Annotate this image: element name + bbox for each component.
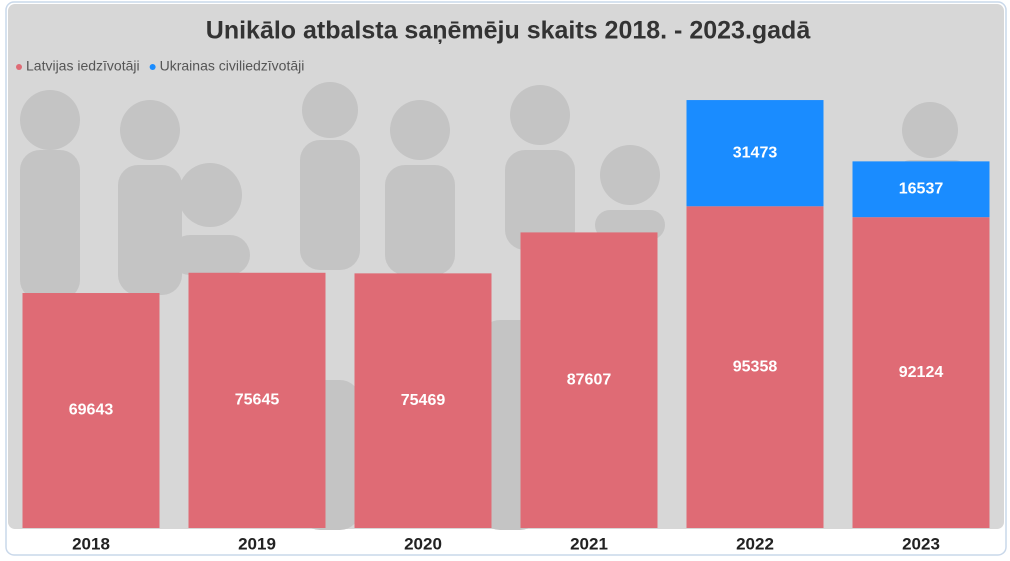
data-label: 75645: [235, 392, 280, 409]
bar-segment: [22, 293, 160, 528]
data-label: 92124: [899, 364, 944, 381]
bar-segment: [188, 272, 326, 528]
data-label: 69643: [69, 402, 114, 419]
legend-marker: [149, 64, 156, 70]
x-tick-label: 2019: [238, 534, 276, 553]
legend-label: Ukrainas civiliedzīvotāji: [160, 58, 305, 74]
bar-segment: [520, 232, 658, 528]
data-label: 75469: [401, 392, 446, 409]
chart-title: Unikālo atbalsta saņēmēju skaits 2018. -…: [206, 17, 812, 45]
bar-segment: [354, 273, 492, 528]
data-label: 31473: [733, 144, 778, 161]
bar-segment: [686, 206, 824, 528]
x-tick-label: 2021: [570, 534, 608, 553]
legend: Latvijas iedzīvotāji Ukrainas civiliedzīv…: [16, 58, 304, 74]
x-tick-label: 2023: [902, 534, 940, 553]
bar-segment: [852, 217, 990, 528]
legend-marker: [16, 64, 22, 70]
background-silhouettes: [20, 82, 965, 530]
legend-label: Latvijas iedzīvotāji: [26, 58, 140, 74]
x-tick-label: 2018: [72, 534, 110, 553]
x-tick-label: 2022: [736, 534, 774, 553]
data-label: 16537: [899, 180, 944, 197]
bar-segment: [852, 161, 990, 218]
bar-segment: [686, 100, 824, 207]
x-tick-label: 2020: [404, 534, 442, 553]
data-label: 87607: [567, 371, 612, 388]
data-label: 95358: [733, 358, 778, 375]
